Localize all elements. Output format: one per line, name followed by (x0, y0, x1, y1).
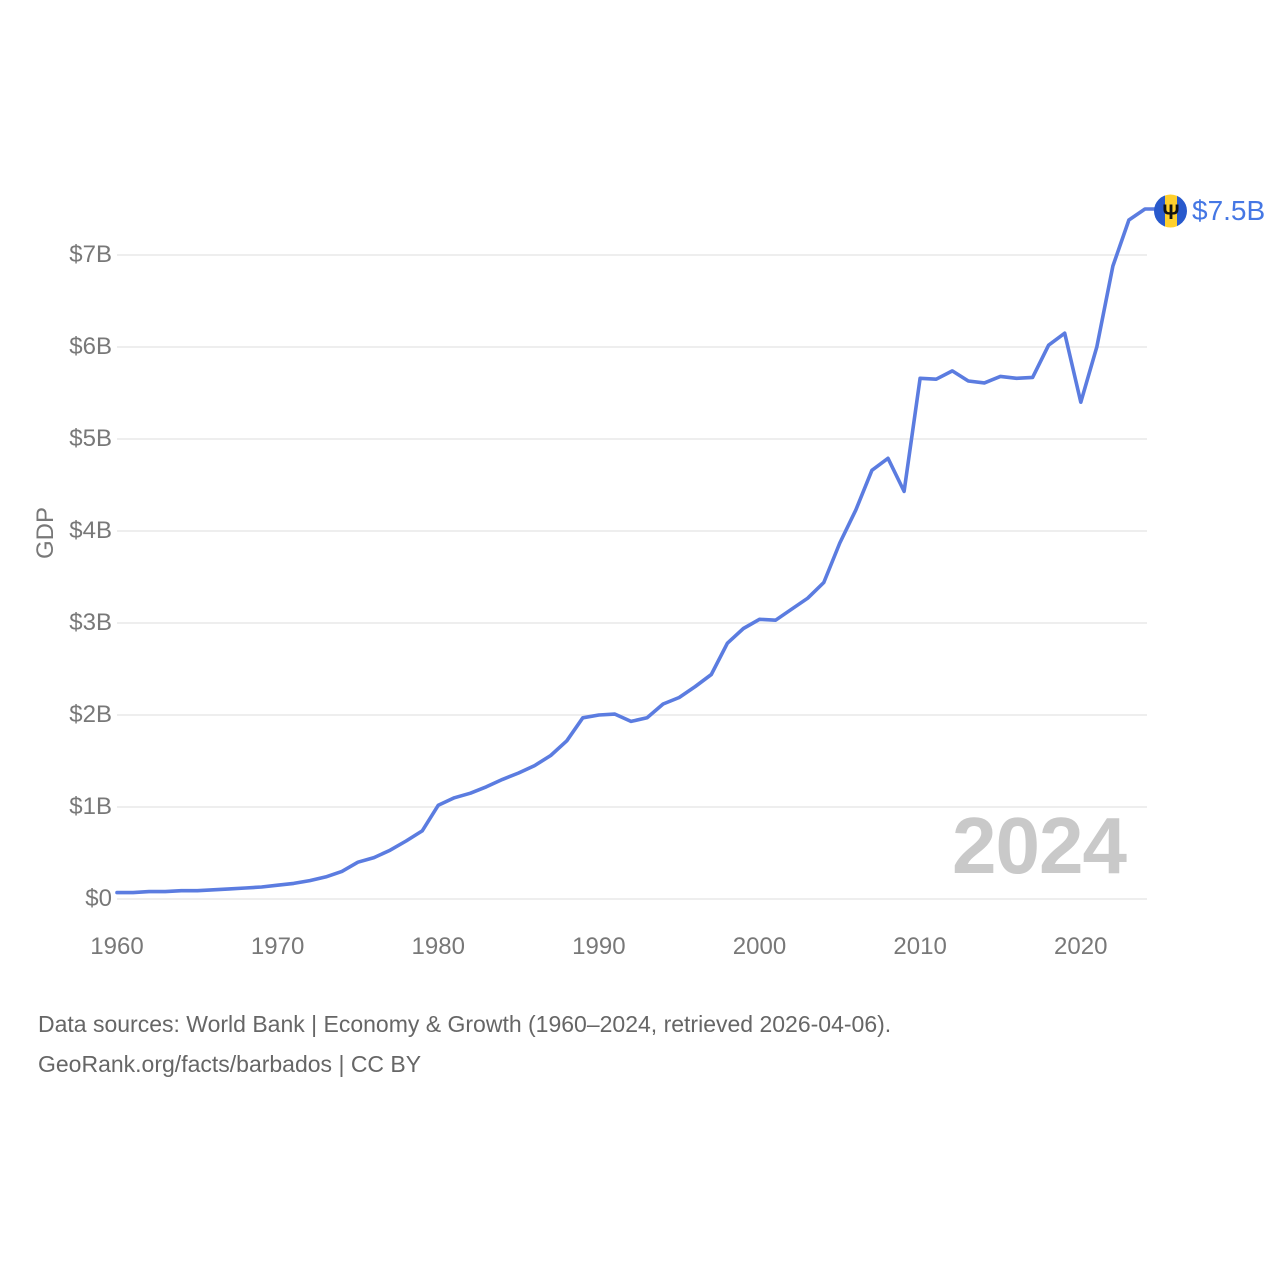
x-axis-tick-label: 1960 (90, 933, 144, 960)
y-axis-tick-label: $4B (69, 517, 112, 544)
y-axis-tick-label: $2B (69, 701, 112, 728)
y-axis-tick-label: $3B (69, 609, 112, 636)
x-axis-tick-label: 2010 (893, 933, 947, 960)
flag-band-right (1177, 194, 1187, 228)
data-sources-text: Data sources: World Bank | Economy & Gro… (38, 1011, 892, 1037)
y-axis-tick-label: $1B (69, 793, 112, 820)
flag-band-center (1165, 194, 1177, 228)
x-axis-tick-label: 1970 (250, 933, 305, 960)
trident-icon: Ψ (1163, 201, 1180, 224)
gridlines (117, 254, 1147, 900)
y-axis-title: GDP (32, 507, 59, 560)
chart-footer: Data sources: World Bank | Economy & Gro… (38, 1004, 891, 1084)
x-axis-tick-label: 1980 (411, 933, 465, 960)
attribution-text: GeoRank.org/facts/barbados | CC BY (38, 1051, 422, 1077)
x-axis-tick-label: 2000 (732, 933, 787, 960)
gdp-line-series (115, 207, 1160, 895)
year-watermark: 2024 (952, 801, 1127, 890)
latest-value-label: $7.5B (1192, 195, 1266, 226)
flag-band-left (1154, 194, 1165, 228)
y-axis-tick-label: $5B (69, 425, 112, 452)
y-axis-tick-label: $0 (85, 885, 112, 912)
y-axis-tick-label: $6B (69, 333, 112, 360)
y-axis-tick-label: $7B (69, 241, 112, 268)
x-axis-tick-label: 1990 (572, 933, 626, 960)
x-axis-tick-label: 2020 (1054, 933, 1108, 960)
barbados-flag-icon: Ψ (1154, 194, 1187, 228)
